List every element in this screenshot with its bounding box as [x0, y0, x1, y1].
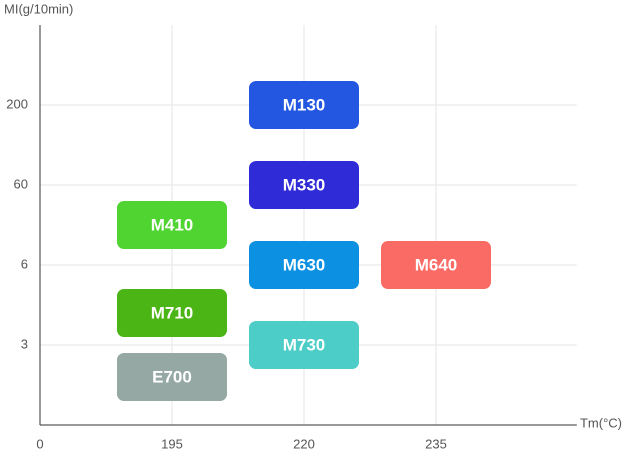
y-axis-title: MI(g/10min) — [4, 1, 73, 16]
x-axis-title: Tm(°C) — [580, 415, 622, 430]
y-tick-label: 60 — [14, 176, 28, 191]
product-label: M130 — [283, 95, 326, 114]
product-box — [381, 241, 491, 289]
product-box — [117, 353, 227, 401]
x-tick-label: 235 — [425, 436, 447, 450]
product-box — [249, 241, 359, 289]
product-label: M410 — [151, 215, 194, 234]
product-box — [249, 161, 359, 209]
product-label: E700 — [152, 367, 192, 386]
product-box — [117, 201, 227, 249]
product-label: M710 — [151, 303, 194, 322]
product-label: M730 — [283, 335, 326, 354]
x-tick-label: 220 — [293, 436, 315, 450]
product-label: M330 — [283, 175, 326, 194]
y-tick-label: 200 — [6, 96, 28, 111]
y-tick-label: 3 — [21, 336, 28, 351]
product-box — [249, 321, 359, 369]
product-box — [249, 81, 359, 129]
x-tick-label: 195 — [161, 436, 183, 450]
product-label: M630 — [283, 255, 326, 274]
x-tick-label: 0 — [36, 436, 43, 450]
product-label: M640 — [415, 255, 458, 274]
y-tick-label: 6 — [21, 256, 28, 271]
product-box — [117, 289, 227, 337]
